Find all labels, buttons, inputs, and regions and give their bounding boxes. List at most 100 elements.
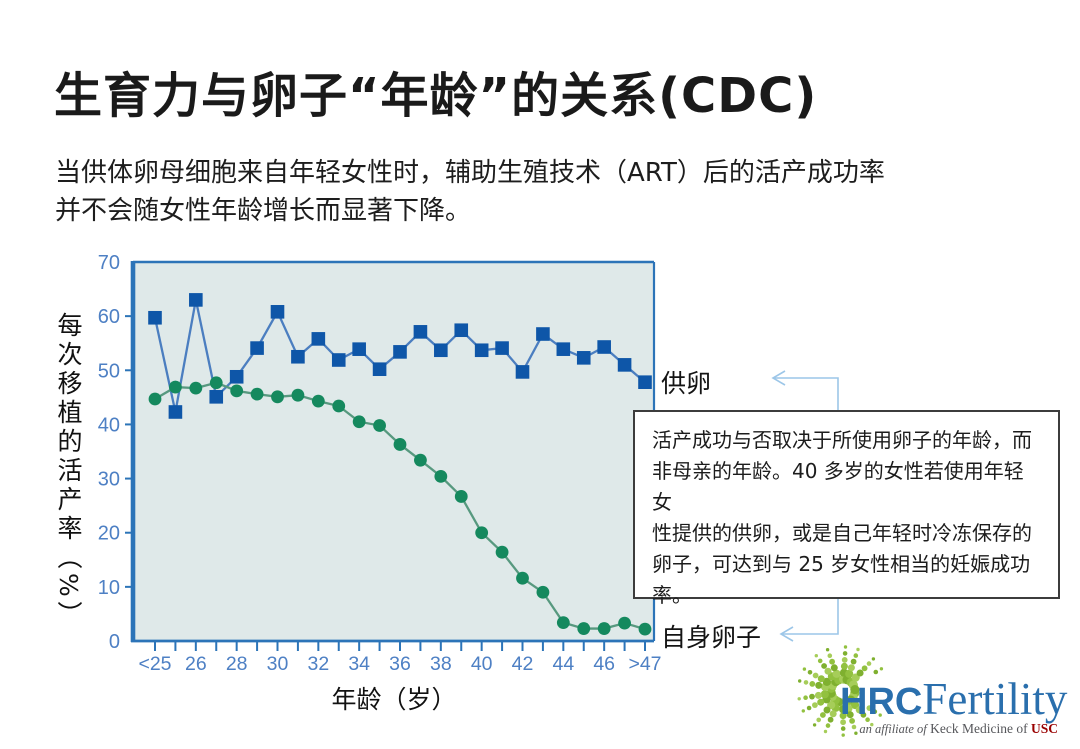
logo-hrc-text: HRC [840,681,923,723]
callout-arrow-to-donor [771,370,839,410]
own-eggs-point [556,616,570,629]
logo-dot [856,647,860,652]
donor-eggs-point [413,325,428,339]
logo-dot [824,667,832,675]
logo-dot [840,726,846,731]
logo-dot [841,657,848,663]
y-tick-label: 50 [98,360,120,382]
logo-dot [806,705,812,711]
own-eggs-point [189,381,203,395]
donor-eggs-point [393,345,407,359]
x-tick-label: 26 [185,653,207,675]
y-axis-title: 每次移植的活产率（%） [54,312,83,630]
own-eggs-point [434,470,448,483]
x-tick-label: 38 [430,653,452,675]
series-label-own-eggs: 自身卵子 [661,623,762,652]
logo-dot [802,667,807,671]
x-tick-label: 44 [552,653,574,675]
own-eggs-point [352,415,366,429]
own-eggs-point [597,622,611,635]
logo-dot [839,705,848,714]
logo-dot [855,706,863,714]
logo-dot [827,701,836,710]
x-tick-label: 46 [593,653,615,675]
logo-dot [845,669,854,678]
logo-dot [812,702,818,708]
y-tick-label: 40 [98,414,120,436]
logo-dot [871,657,876,661]
own-eggs-point [536,585,550,599]
logo-dot [801,709,805,713]
logo-dot [866,661,872,666]
x-tick-label: 28 [226,653,248,675]
own-eggs-point [414,453,427,467]
logo-dot [866,705,873,711]
donor-eggs-point [638,375,652,389]
logo-tagline-usc: USC [1030,721,1058,736]
x-tick-label: 34 [348,653,370,675]
donor-eggs-point [515,365,530,379]
own-eggs-point [618,616,631,630]
logo-tagline-prefix: an affiliate of [859,722,927,736]
donor-eggs-point [209,390,224,404]
logo-dot [809,693,815,700]
y-tick-label: 20 [98,523,120,545]
logo-dot [822,677,831,686]
y-tick-label: 10 [98,577,120,599]
logo-dot [842,651,848,656]
logo-dot [817,658,823,664]
logo-dot [840,662,848,670]
logo-dot [850,700,860,710]
x-tick-label: 32 [307,653,329,675]
own-eggs-point [148,392,162,406]
logo-dot [827,653,833,658]
logo-dot [851,724,857,730]
donor-eggs-point [311,332,326,346]
logo-dot [821,663,827,669]
donor-eggs-point [270,305,285,319]
subtitle-text: 当供体卵母细胞来自年轻女性时，辅助生殖技术（ART）后的活产成功率 并不会随女性… [55,158,885,226]
donor-eggs-point [250,341,264,355]
logo-wordmark: HRCFertility [840,673,1067,725]
logo-dot [820,690,829,699]
x-tick-label: 40 [471,653,493,675]
donor-eggs-point [434,343,448,358]
own-eggs-point [311,394,325,408]
logo-dot [825,648,830,652]
own-eggs-point [291,388,305,402]
logo-dot [797,697,801,701]
donor-eggs-point [576,351,591,365]
logo-dot [823,729,828,734]
own-eggs-point [577,622,591,635]
donor-eggs-point [536,327,550,341]
donor-eggs-point [229,369,244,384]
x-axis-title: 年龄（岁） [331,685,457,714]
logo-fertility-text: Fertility [922,674,1068,724]
x-tick-label: 36 [389,653,411,675]
donor-eggs-markers [148,293,652,419]
logo-dot [803,680,809,685]
page-title: 生育力与卵子“年龄”的关系(CDC) [54,68,818,124]
logo-dot [850,658,857,665]
plot-background [133,262,654,641]
logo-dot [847,664,855,672]
logo-dot [850,685,860,695]
logo-dot [816,717,821,723]
donor-eggs-point [474,343,489,358]
logo-dot [827,716,834,723]
donor-eggs-point [495,341,509,355]
logo-dot [839,712,847,720]
logo-dot [825,723,831,728]
logo-dot [878,713,882,717]
donor-eggs-point [597,340,611,354]
donor-eggs-point [617,358,632,372]
logo-dot [817,675,825,683]
x-tick-label: <25 [138,653,171,675]
logo-dot [860,711,867,718]
hrc-fertility-logo: HRCFertility an affiliate of Keck Medici… [790,633,1080,749]
logo-dot [814,691,822,699]
own-eggs-point [495,545,509,559]
own-eggs-point [373,419,386,432]
logo-dot [820,712,826,718]
